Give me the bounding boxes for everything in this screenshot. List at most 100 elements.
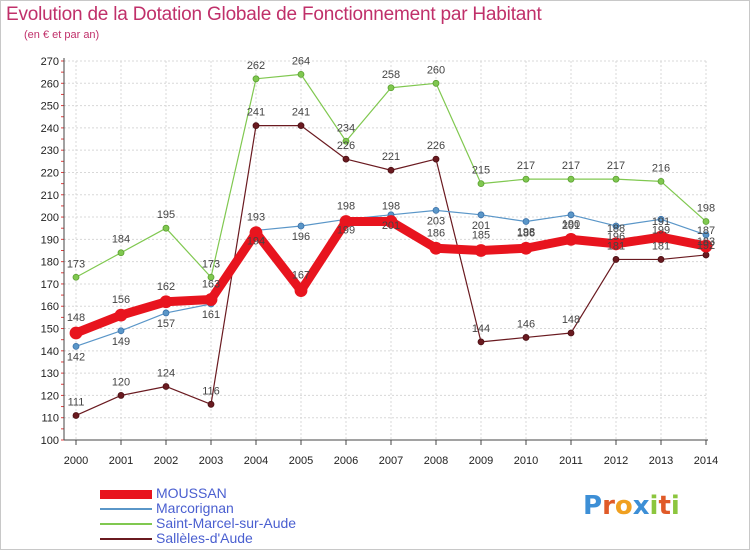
- data-point: [159, 295, 173, 309]
- y-tick-label: 260: [41, 78, 59, 90]
- data-label: 198: [517, 227, 535, 239]
- data-label: 258: [382, 69, 400, 81]
- data-label: 173: [67, 258, 85, 270]
- data-label: 144: [472, 323, 490, 335]
- data-point: [204, 293, 218, 306]
- data-point: [699, 239, 713, 253]
- data-label: 162: [157, 281, 175, 293]
- data-label: 199: [652, 224, 670, 236]
- y-tick-label: 240: [41, 123, 59, 135]
- y-tick-label: 130: [41, 368, 59, 380]
- x-tick-label: 2000: [64, 455, 88, 467]
- data-label: 167: [292, 270, 310, 282]
- data-point: [654, 230, 668, 244]
- data-point: [702, 218, 710, 225]
- data-label: 146: [517, 318, 535, 330]
- data-point: [432, 206, 440, 214]
- data-label: 186: [517, 227, 535, 239]
- chart-subtitle: (en € et par an): [24, 29, 100, 41]
- data-point: [162, 309, 170, 317]
- data-label: 226: [337, 140, 355, 152]
- data-point: [657, 177, 665, 185]
- data-label: 120: [112, 376, 130, 388]
- legend-swatch: [100, 538, 152, 540]
- x-tick-label: 2013: [649, 455, 673, 467]
- legend-swatch: [100, 523, 152, 525]
- data-point: [252, 75, 260, 83]
- data-point: [339, 215, 353, 228]
- legend-label: Saint-Marcel-sur-Aude: [156, 515, 297, 531]
- data-point: [477, 338, 485, 346]
- data-point: [612, 256, 620, 263]
- data-label: 196: [607, 231, 625, 243]
- data-label: 188: [607, 223, 625, 235]
- y-tick-label: 160: [41, 301, 59, 313]
- data-point: [387, 84, 395, 92]
- data-label: 192: [697, 240, 715, 252]
- y-tick-label: 180: [41, 257, 59, 269]
- data-label: 241: [247, 107, 265, 119]
- y-tick-label: 140: [41, 346, 59, 358]
- series-lines: [69, 70, 713, 419]
- data-point: [474, 244, 488, 257]
- data-label: 142: [67, 351, 85, 363]
- data-label: 181: [652, 240, 670, 252]
- legend-label: MOUSSAN: [156, 485, 227, 501]
- data-point: [69, 326, 83, 340]
- data-point: [657, 215, 665, 223]
- x-tick-label: 2004: [244, 455, 268, 467]
- data-point: [252, 122, 260, 130]
- data-point: [432, 155, 440, 163]
- y-tick-label: 110: [41, 413, 59, 425]
- data-label: 173: [202, 258, 220, 270]
- data-point: [609, 237, 623, 251]
- legend-label: Sallèles-d'Aude: [156, 530, 253, 546]
- y-tick-label: 190: [41, 234, 59, 246]
- data-point: [567, 329, 575, 337]
- data-label: 217: [517, 160, 535, 172]
- data-point: [657, 256, 665, 263]
- data-point: [72, 273, 80, 281]
- data-label: 111: [68, 396, 85, 408]
- x-tick-label: 2014: [694, 455, 718, 467]
- data-label: 195: [157, 209, 175, 221]
- data-point: [114, 308, 128, 322]
- data-label: 181: [607, 240, 625, 252]
- x-tick-label: 2011: [559, 455, 583, 467]
- y-tick-label: 220: [41, 167, 59, 179]
- data-label: 216: [652, 162, 670, 174]
- data-label: 215: [472, 165, 490, 177]
- proxiti-logo: Proxiti: [583, 491, 680, 521]
- data-point: [342, 155, 350, 163]
- data-point: [207, 400, 215, 408]
- data-point: [612, 222, 620, 230]
- x-tick-label: 2012: [604, 455, 628, 467]
- data-point: [342, 137, 350, 145]
- data-label: 260: [427, 64, 445, 76]
- data-point: [72, 342, 80, 350]
- data-point: [297, 70, 305, 78]
- data-label: 148: [67, 312, 85, 324]
- data-point: [207, 273, 215, 281]
- x-tick-label: 2003: [199, 455, 223, 467]
- axes: 100 110 120 130 140 150 160 170 180 190 200 210 220 2…: [41, 56, 719, 467]
- data-point: [522, 218, 530, 225]
- y-tick-label: 120: [41, 390, 59, 402]
- data-label: 184: [112, 234, 130, 246]
- x-tick-label: 2010: [514, 455, 538, 467]
- legend-label: Marcorignan: [156, 500, 234, 516]
- data-point: [249, 226, 263, 240]
- data-label: 194: [247, 235, 265, 247]
- data-point: [297, 222, 305, 230]
- data-point: [564, 232, 578, 246]
- data-point: [162, 383, 170, 390]
- data-point: [429, 241, 443, 255]
- data-label: 149: [112, 336, 130, 348]
- data-label: 198: [382, 201, 400, 213]
- data-label: 217: [562, 160, 580, 172]
- data-label: 190: [562, 218, 580, 230]
- y-tick-label: 150: [41, 324, 59, 336]
- y-tick-label: 200: [41, 212, 59, 224]
- data-label: 116: [202, 385, 220, 397]
